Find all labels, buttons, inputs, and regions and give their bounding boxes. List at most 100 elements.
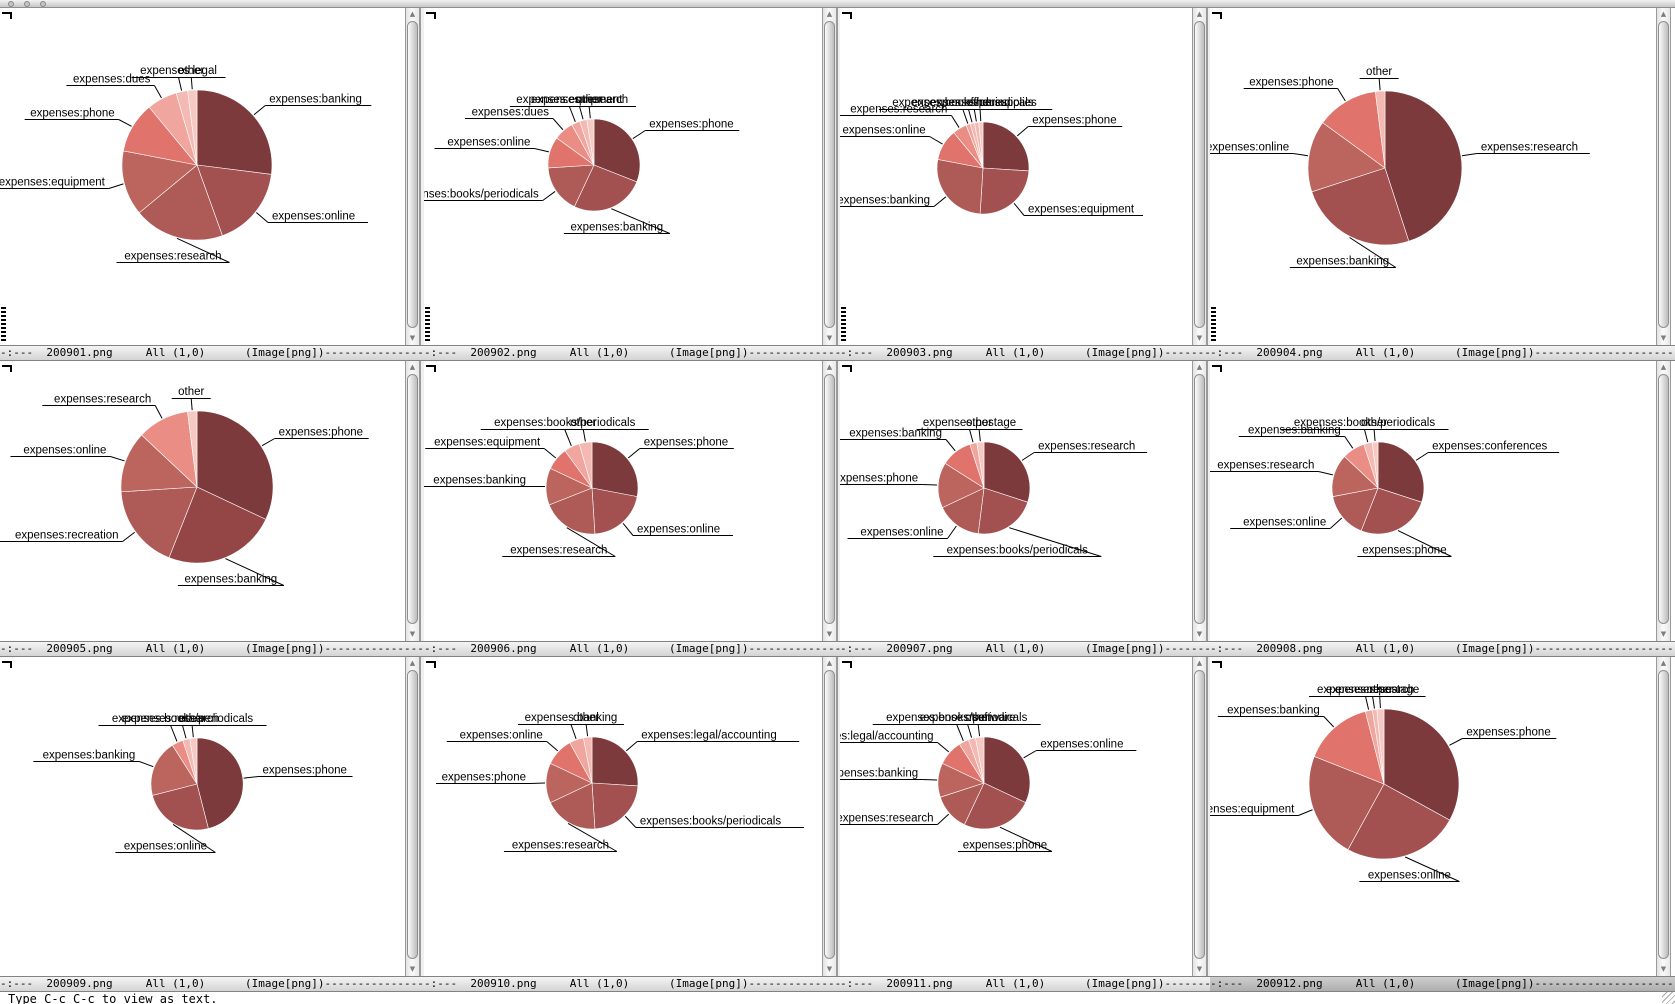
scrollbar-thumb[interactable] <box>1194 21 1205 328</box>
label-leader-line <box>243 776 259 779</box>
pie-label: expenses:banking <box>849 428 942 440</box>
buffer-window-200909.png[interactable]: expenses:phone expenses:online expenses:ba… <box>0 657 405 976</box>
scrollbar-down-arrow[interactable]: ▼ <box>1660 334 1667 342</box>
scrollbar-200908.png[interactable]: ▲ ▼ <box>1656 361 1671 641</box>
scrollbar-up-arrow[interactable]: ▲ <box>826 659 833 667</box>
pie-slice-expenses:research <box>983 441 1031 503</box>
scrollbar-up-arrow[interactable]: ▲ <box>826 363 833 371</box>
pie-slice-other <box>978 121 984 169</box>
modeline-200911.png[interactable]: -:--- 200911.png All (1,0) (Image[png])-… <box>840 976 1210 992</box>
buffer-window-200902.png[interactable]: expenses:phone expenses:banking expenses:b… <box>424 8 822 345</box>
pie-label: expenses:books/periodicals <box>112 713 254 725</box>
scrollbar-200909.png[interactable]: ▲ ▼ <box>405 657 420 976</box>
buffer-window-200910.png[interactable]: expenses:legal/accounting expenses:books/… <box>424 657 822 976</box>
label-leader-line <box>546 741 559 752</box>
scrollbar-thumb[interactable] <box>1658 374 1669 624</box>
label-leader-line <box>933 196 947 207</box>
scrollbar-thumb[interactable] <box>407 21 418 328</box>
scrollbar-down-arrow[interactable]: ▼ <box>1196 334 1203 342</box>
modeline-200907.png[interactable]: -:--- 200907.png All (1,0) (Image[png])-… <box>840 641 1210 657</box>
resize-grip[interactable] <box>1662 992 1675 1004</box>
scrollbar-up-arrow[interactable]: ▲ <box>409 363 416 371</box>
scrollbar-200902.png[interactable]: ▲ ▼ <box>822 8 837 345</box>
modeline-200903.png[interactable]: -:--- 200903.png All (1,0) (Image[png])-… <box>840 345 1210 361</box>
scrollbar-down-arrow[interactable]: ▼ <box>409 334 416 342</box>
echo-area[interactable]: Type C-c C-c to view as text. <box>0 992 1675 1004</box>
scrollbar-down-arrow[interactable]: ▼ <box>826 965 833 973</box>
window-minimize-button[interactable] <box>24 1 30 7</box>
modeline-200908.png[interactable]: -:--- 200908.png All (1,0) (Image[png])-… <box>1210 641 1675 657</box>
pie-slice-expenses:research <box>550 782 596 830</box>
echo-message: Type C-c C-c to view as text. <box>8 992 218 1004</box>
modeline-200906.png[interactable]: -:--- 200906.png All (1,0) (Image[png])-… <box>424 641 840 657</box>
scrollbar-down-arrow[interactable]: ▼ <box>1196 965 1203 973</box>
modeline-200902.png[interactable]: -:--- 200902.png All (1,0) (Image[png])-… <box>424 345 840 361</box>
scrollbar-down-arrow[interactable]: ▼ <box>409 630 416 638</box>
pie-slice-expenses:banking <box>150 744 198 796</box>
scrollbar-200901.png[interactable]: ▲ ▼ <box>405 8 420 345</box>
window-close-button[interactable] <box>8 1 14 7</box>
buffer-window-200911.png[interactable]: expenses:online expenses:phone expenses:re… <box>840 657 1192 976</box>
scrollbar-200912.png[interactable]: ▲ ▼ <box>1656 657 1671 976</box>
scrollbar-down-arrow[interactable]: ▼ <box>826 630 833 638</box>
pie-label: expenses:phone <box>263 765 347 777</box>
scrollbar-200904.png[interactable]: ▲ ▼ <box>1656 8 1671 345</box>
modeline-200905.png[interactable]: -:--- 200905.png All (1,0) (Image[png])-… <box>0 641 424 657</box>
modeline-200909.png[interactable]: -:--- 200909.png All (1,0) (Image[png])-… <box>0 976 424 992</box>
scrollbar-up-arrow[interactable]: ▲ <box>1196 363 1203 371</box>
scrollbar-down-arrow[interactable]: ▼ <box>1196 630 1203 638</box>
window-zoom-button[interactable] <box>40 1 46 7</box>
label-leader-line <box>1372 696 1375 709</box>
scrollbar-200905.png[interactable]: ▲ ▼ <box>405 361 420 641</box>
scrollbar-thumb[interactable] <box>824 670 835 959</box>
buffer-window-200906.png[interactable]: expenses:phone expenses:online expenses:re… <box>424 361 822 641</box>
buffer-window-200904.png[interactable]: expenses:research expenses:banking expense… <box>1210 8 1656 345</box>
scrollbar-thumb[interactable] <box>1658 670 1669 959</box>
modeline-200910.png[interactable]: -:--- 200910.png All (1,0) (Image[png])-… <box>424 976 840 992</box>
scrollbar-thumb[interactable] <box>824 374 835 624</box>
scrollbar-200906.png[interactable]: ▲ ▼ <box>822 361 837 641</box>
window-divider <box>1207 361 1210 641</box>
pie-label: other <box>966 417 992 429</box>
scrollbar-thumb[interactable] <box>1194 670 1205 959</box>
scrollbar-thumb[interactable] <box>1194 374 1205 624</box>
scrollbar-down-arrow[interactable]: ▼ <box>1660 965 1667 973</box>
scrollbar-thumb[interactable] <box>1658 21 1669 328</box>
label-leader-line <box>1323 716 1335 728</box>
scrollbar-up-arrow[interactable]: ▲ <box>1660 10 1667 18</box>
buffer-window-200905.png[interactable]: expenses:phone expenses:banking expenses:r… <box>0 361 405 641</box>
scrollbar-thumb[interactable] <box>407 670 418 959</box>
scrollbar-up-arrow[interactable]: ▲ <box>1196 659 1203 667</box>
buffer-window-200907.png[interactable]: expenses:research expenses:books/periodic… <box>840 361 1192 641</box>
modeline-200901.png[interactable]: -:--- 200901.png All (1,0) (Image[png])-… <box>0 345 424 361</box>
scrollbar-up-arrow[interactable]: ▲ <box>826 10 833 18</box>
scrollbar-down-arrow[interactable]: ▼ <box>409 965 416 973</box>
scrollbar-200907.png[interactable]: ▲ ▼ <box>1192 361 1207 641</box>
scrollbar-up-arrow[interactable]: ▲ <box>409 10 416 18</box>
pie-label: expenses:banking <box>1227 705 1320 717</box>
buffer-window-200908.png[interactable]: expenses:conferences expenses:phone expens… <box>1210 361 1656 641</box>
label-leader-line <box>1021 452 1035 461</box>
scrollbar-up-arrow[interactable]: ▲ <box>1660 659 1667 667</box>
pie-slice-expenses:books/periodicals <box>591 782 639 830</box>
pie-slice-expenses:banking <box>168 486 267 564</box>
pie-label: expenses:books/periodicals <box>424 189 539 201</box>
scrollbar-up-arrow[interactable]: ▲ <box>1196 10 1203 18</box>
modeline-200904.png[interactable]: -:--- 200904.png All (1,0) (Image[png])-… <box>1210 345 1675 361</box>
pie-label: expenses:online <box>1368 870 1451 882</box>
scrollbar-thumb[interactable] <box>407 374 418 624</box>
pie-label: expenses:phone <box>1032 115 1116 127</box>
scrollbar-thumb[interactable] <box>824 21 835 328</box>
scrollbar-up-arrow[interactable]: ▲ <box>409 659 416 667</box>
scrollbar-200903.png[interactable]: ▲ ▼ <box>1192 8 1207 345</box>
pie-slice-expenses:phone <box>964 782 1026 830</box>
buffer-window-200901.png[interactable]: expenses:banking expenses:online expenses:… <box>0 8 405 345</box>
modeline-200912.png[interactable]: -:--- 200912.png All (1,0) (Image[png])-… <box>1210 976 1675 992</box>
scrollbar-up-arrow[interactable]: ▲ <box>1660 363 1667 371</box>
scrollbar-200910.png[interactable]: ▲ ▼ <box>822 657 837 976</box>
scrollbar-200911.png[interactable]: ▲ ▼ <box>1192 657 1207 976</box>
scrollbar-down-arrow[interactable]: ▼ <box>1660 630 1667 638</box>
buffer-window-200903.png[interactable]: expenses:phone expenses:equipment expenses… <box>840 8 1192 345</box>
buffer-window-200912.png[interactable]: expenses:phone expenses:online expenses:eq… <box>1210 657 1656 976</box>
scrollbar-down-arrow[interactable]: ▼ <box>826 334 833 342</box>
